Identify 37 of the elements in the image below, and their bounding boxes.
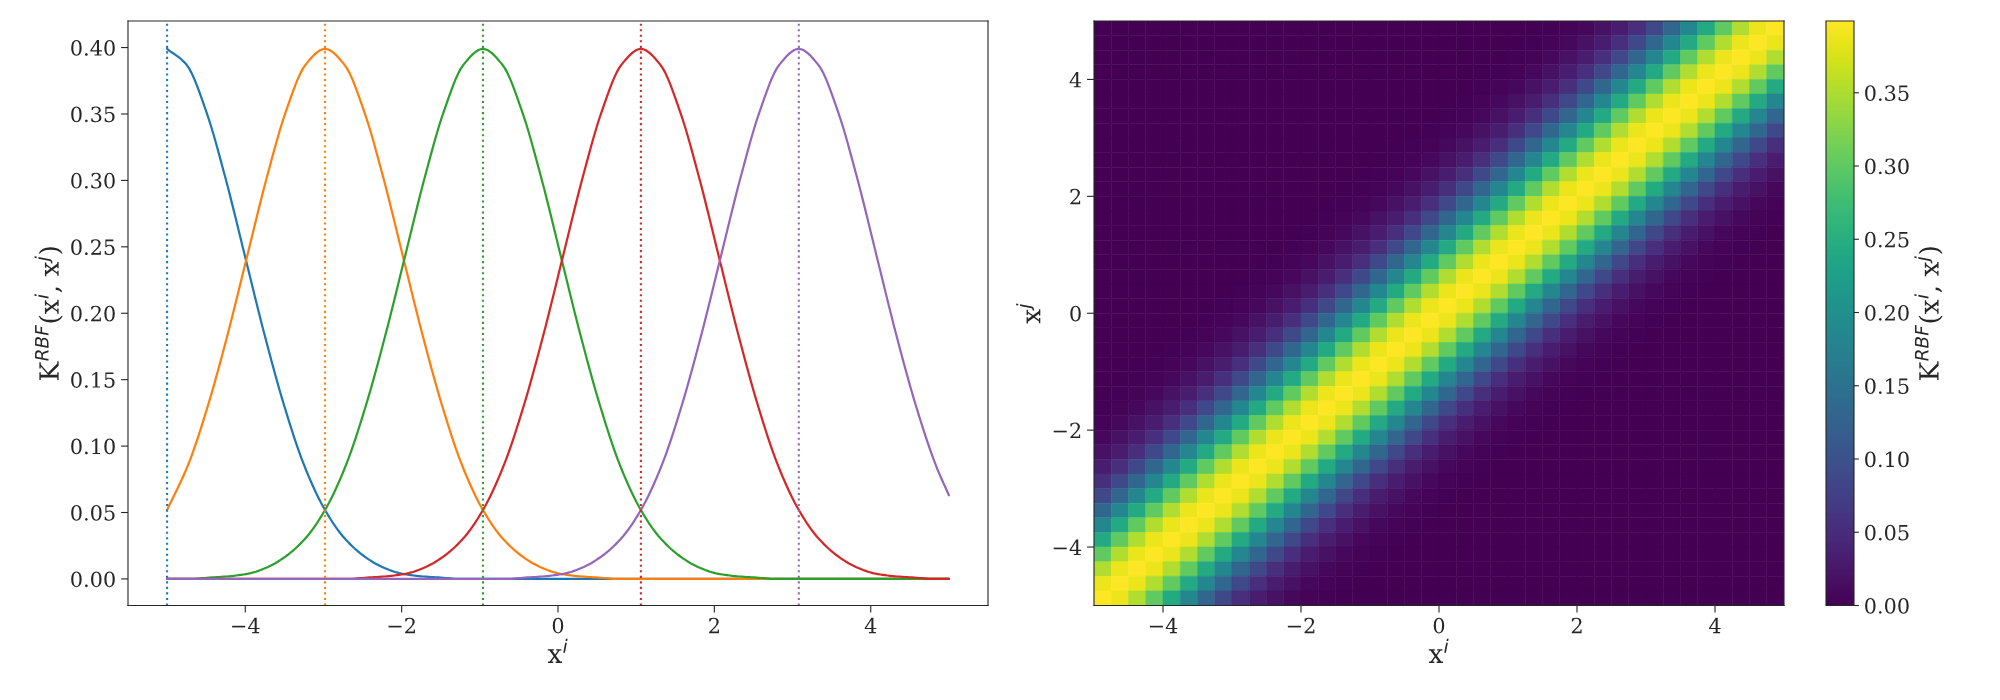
y-tick-label: 0.30 [71, 172, 115, 189]
x-tick-label: 0 [552, 617, 564, 634]
y-tick-label: 0.15 [71, 372, 115, 388]
x-tick-label: 4 [1709, 617, 1721, 634]
y-tick-label: −4 [1053, 539, 1082, 555]
y-axis-title: K$^{RBF}$(x$^{i}$, x$^{j}$) [34, 247, 63, 380]
color-bar-label: 0.15 [1865, 378, 1909, 394]
y-tick-label: 0.40 [71, 40, 115, 56]
y-tick-label: 0 [1070, 305, 1081, 322]
color-bar-label: 0.25 [1865, 231, 1909, 248]
color-bar-label: 0.20 [1865, 304, 1909, 321]
x-tick-label: −4 [1149, 617, 1178, 634]
x-tick-label: 4 [864, 617, 877, 634]
x-tick-label: 0 [1433, 617, 1445, 634]
color-bar-label: 0.05 [1865, 524, 1909, 541]
y-tick-label: 2 [1070, 188, 1081, 205]
y-tick-label: 0.10 [71, 438, 115, 455]
y-tick-label: 0.05 [71, 504, 115, 521]
color-bar-label: 0.00 [1865, 597, 1909, 614]
color-bar-label: 0.30 [1865, 158, 1909, 175]
y-tick-label: −2 [1053, 422, 1081, 439]
x-tick-label: 2 [709, 617, 719, 634]
color-bar-label: 0.35 [1865, 85, 1909, 101]
y-tick-label: 0.35 [71, 106, 115, 123]
x-tick-label: −4 [232, 617, 260, 634]
y-tick-label: 4 [1069, 71, 1082, 88]
y-tick-label: 0.00 [71, 571, 115, 588]
color-bar-label: 0.10 [1865, 451, 1909, 468]
x-tick-label: −2 [388, 617, 415, 634]
x-axis-title: x$^{i}$ [1428, 638, 1449, 663]
y-axis-title: x$^{j}$ [1016, 303, 1041, 324]
x-tick-label: −2 [1287, 617, 1315, 634]
y-tick-label: 0.25 [71, 239, 115, 256]
y-tick-label: 0.20 [71, 305, 115, 322]
x-axis-title: x$^{i}$ [547, 638, 568, 663]
color-bar-title: K$^{RBF}$(x$^{i}$, x$^{j}$) [1914, 247, 1943, 380]
x-tick-label: 2 [1571, 617, 1582, 634]
